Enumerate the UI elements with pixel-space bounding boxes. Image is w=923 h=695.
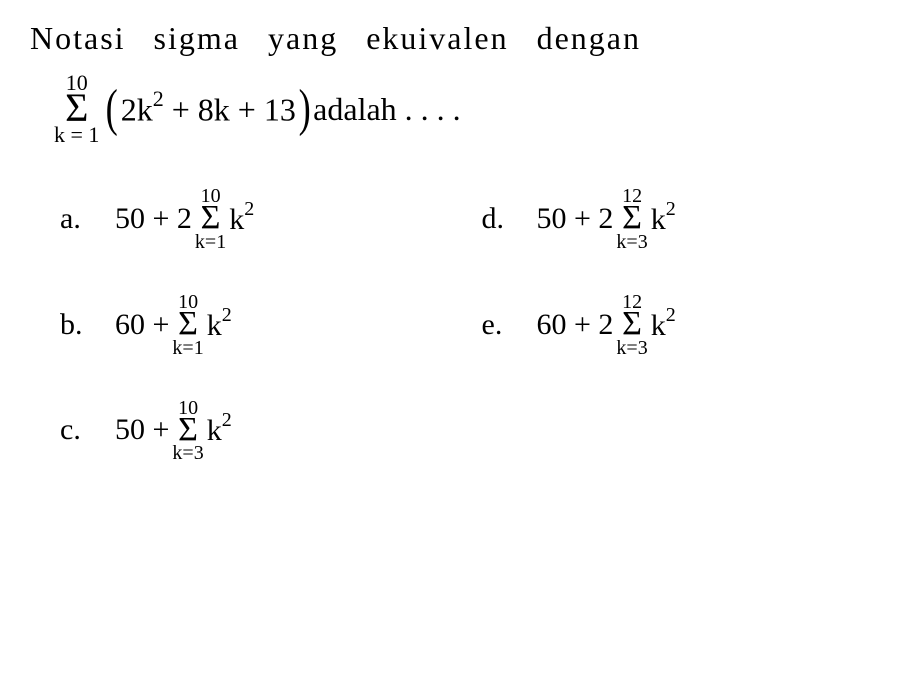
term-e: k2: [651, 307, 676, 343]
expr-term1: 2k: [121, 92, 153, 128]
right-paren: ): [298, 88, 310, 130]
option-expr-a: 50 + 2 10 Σ k=1 k2: [115, 186, 254, 252]
expression-content: 2k2 + 8k + 13: [121, 89, 296, 129]
exp-b: 2: [222, 304, 232, 326]
sigma-lower-a: k=1: [195, 232, 226, 252]
exp-d: 2: [666, 198, 676, 220]
option-label-e: e.: [482, 308, 537, 342]
question-line: Notasi sigma yang ekuivalen dengan: [30, 20, 893, 57]
option-a: a. 50 + 2 10 Σ k=1 k2: [60, 186, 472, 252]
term-b: k2: [207, 307, 232, 343]
sigma-lower-e: k=3: [616, 338, 647, 358]
sigma-symbol-d: Σ: [622, 206, 642, 230]
var-c: k: [207, 414, 222, 447]
expr-rest: + 8k + 13: [164, 92, 296, 128]
term-c: k2: [207, 412, 232, 448]
term-a: k2: [229, 201, 254, 237]
exponent: 2: [153, 86, 164, 111]
exp-a: 2: [244, 198, 254, 220]
option-label-a: a.: [60, 202, 115, 236]
option-label-d: d.: [482, 202, 537, 236]
sigma-lower-b: k=1: [172, 338, 203, 358]
main-sigma-expression: 10 Σ k = 1 ( 2k2 + 8k + 13 ) adalah . . …: [50, 72, 893, 146]
sigma-e: 12 Σ k=3: [616, 292, 647, 358]
sigma-lower-c: k=3: [172, 443, 203, 463]
option-expr-b: 60 + 10 Σ k=1 k2: [115, 292, 232, 358]
sigma-lower-bound: k = 1: [54, 124, 99, 146]
term-d: k2: [651, 201, 676, 237]
prefix-b: 60 +: [115, 308, 169, 342]
sigma-lower-d: k=3: [616, 232, 647, 252]
left-paren: (: [106, 88, 118, 130]
option-e: e. 60 + 2 12 Σ k=3 k2: [482, 292, 894, 358]
prefix-e: 60 + 2: [537, 308, 614, 342]
prefix-a: 50 + 2: [115, 202, 192, 236]
trailing-text: adalah . . . .: [313, 91, 461, 128]
sigma-b: 10 Σ k=1: [172, 292, 203, 358]
exp-e: 2: [666, 304, 676, 326]
prefix-d: 50 + 2: [537, 202, 614, 236]
option-c: c. 50 + 10 Σ k=3 k2: [60, 398, 472, 464]
sigma-a: 10 Σ k=1: [195, 186, 226, 252]
option-expr-d: 50 + 2 12 Σ k=3 k2: [537, 186, 676, 252]
var-a: k: [229, 203, 244, 236]
var-d: k: [651, 203, 666, 236]
var-b: k: [207, 309, 222, 342]
option-expr-e: 60 + 2 12 Σ k=3 k2: [537, 292, 676, 358]
prefix-c: 50 +: [115, 413, 169, 447]
sigma-symbol-a: Σ: [201, 206, 221, 230]
exp-c: 2: [222, 409, 232, 431]
sigma-symbol: Σ: [65, 94, 88, 122]
option-label-c: c.: [60, 413, 115, 447]
sigma-symbol-b: Σ: [178, 312, 198, 336]
option-d: d. 50 + 2 12 Σ k=3 k2: [482, 186, 894, 252]
sigma-d: 12 Σ k=3: [616, 186, 647, 252]
option-expr-c: 50 + 10 Σ k=3 k2: [115, 398, 232, 464]
option-label-b: b.: [60, 308, 115, 342]
option-b: b. 60 + 10 Σ k=1 k2: [60, 292, 472, 358]
sigma-symbol-e: Σ: [622, 312, 642, 336]
var-e: k: [651, 309, 666, 342]
options-grid: a. 50 + 2 10 Σ k=1 k2 d. 50 + 2 12 Σ k=3…: [60, 186, 893, 463]
sigma-c: 10 Σ k=3: [172, 398, 203, 464]
sigma-block: 10 Σ k = 1: [54, 72, 99, 146]
sigma-symbol-c: Σ: [178, 418, 198, 442]
